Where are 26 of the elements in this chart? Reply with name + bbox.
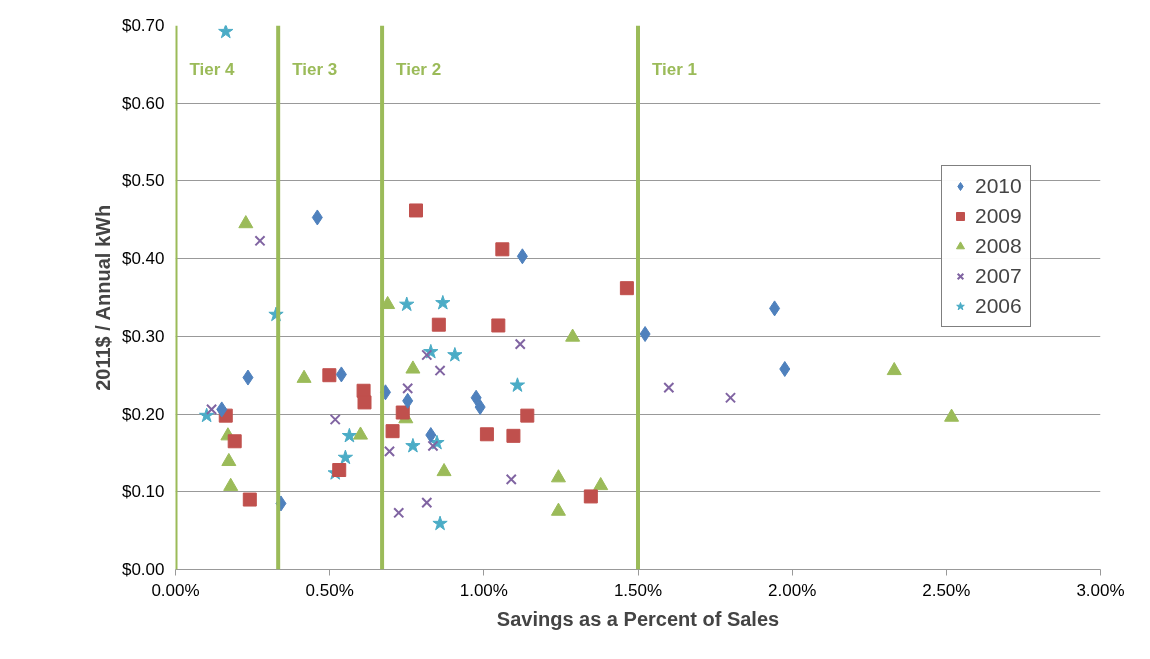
ref-line-label: Tier 4 xyxy=(189,59,236,79)
legend-label: 2006 xyxy=(975,294,1022,318)
ref-line-label: Tier 2 xyxy=(396,59,442,79)
x-tick-label: 1.00% xyxy=(459,580,508,600)
y-tick-label: $0.70 xyxy=(121,16,165,35)
y-tick-label: $0.40 xyxy=(121,249,165,269)
legend-label: 2008 xyxy=(975,234,1022,258)
y-axis-title: 2011$ / Annual kWh xyxy=(91,204,114,391)
y-tick-label: $0.60 xyxy=(121,93,165,113)
y-tick-label: $0.30 xyxy=(121,326,165,346)
y-tick-label: $0.20 xyxy=(121,404,165,424)
x-tick-label: 2.00% xyxy=(768,580,817,600)
x-tick-label: 2.50% xyxy=(922,580,971,600)
x-axis-title: Savings as a Percent of Sales xyxy=(496,607,780,630)
y-tick-label: $0.00 xyxy=(121,560,165,579)
legend-label: 2009 xyxy=(975,204,1022,228)
y-tick-label: $0.10 xyxy=(121,482,165,502)
ref-line-label: Tier 1 xyxy=(652,59,698,79)
y-tick-label: $0.50 xyxy=(121,171,165,191)
x-tick-label: 3.00% xyxy=(1076,580,1125,600)
x-tick-label: 1.50% xyxy=(613,580,663,600)
legend-label: 2007 xyxy=(975,264,1022,288)
x-tick-label: 0.00% xyxy=(151,580,200,600)
legend-label: 2010 xyxy=(975,174,1022,198)
ref-line-label: Tier 3 xyxy=(292,59,338,79)
x-tick-label: 0.50% xyxy=(305,580,354,600)
